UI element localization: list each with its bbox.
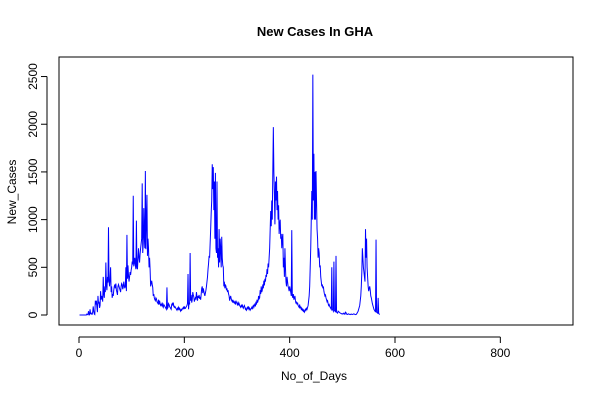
y-tick-label: 2000 xyxy=(26,111,40,138)
y-tick-label: 1000 xyxy=(26,206,40,233)
plot-frame xyxy=(58,56,574,326)
y-tick-label: 2500 xyxy=(26,63,40,90)
x-tick-label: 400 xyxy=(280,346,300,360)
x-tick-label: 800 xyxy=(490,346,510,360)
y-tick-label: 500 xyxy=(26,257,40,277)
x-tick-label: 200 xyxy=(174,346,194,360)
y-axis-label: New_Cases xyxy=(5,160,19,225)
series-line xyxy=(79,74,381,316)
y-tick-label: 0 xyxy=(26,311,40,318)
x-tick-label: 600 xyxy=(385,346,405,360)
x-tick-label: 0 xyxy=(76,346,83,360)
chart-title: New Cases In GHA xyxy=(257,24,374,39)
x-axis: 0 200 400 600 800 xyxy=(76,336,511,360)
x-axis-label: No_of_Days xyxy=(281,369,347,383)
y-tick-label: 1500 xyxy=(26,158,40,185)
y-axis: 0 500 1000 1500 2000 2500 xyxy=(26,63,48,318)
